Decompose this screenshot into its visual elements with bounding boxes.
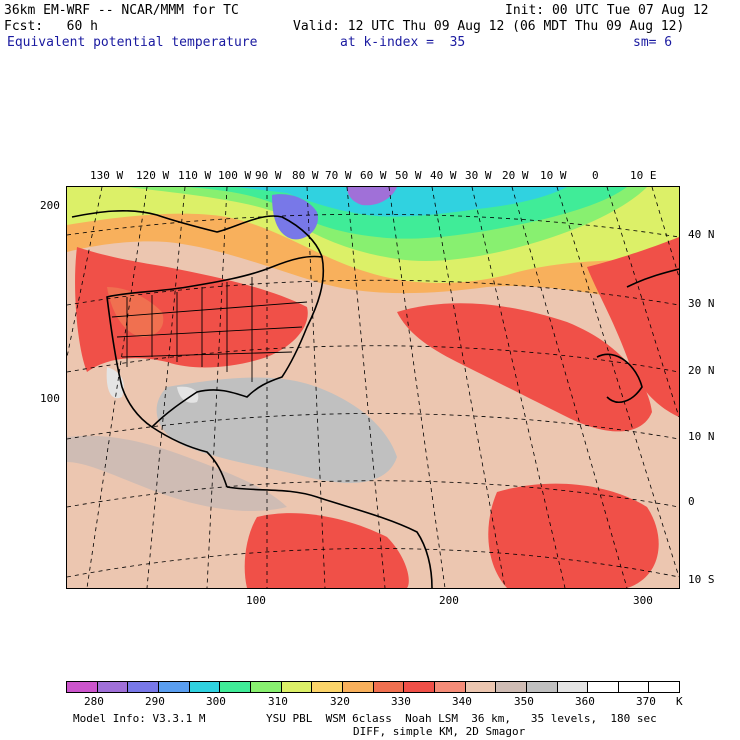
colorbar-swatch (618, 682, 650, 692)
colorbar-tick-label: 330 (391, 695, 411, 708)
colorbar-tick-label: 300 (206, 695, 226, 708)
theta-e-map (66, 186, 680, 589)
grid-x-label-200: 200 (439, 594, 459, 607)
colorbar-swatch (220, 682, 251, 692)
field-south-america-warm (244, 513, 409, 588)
colorbar-swatch (557, 682, 589, 692)
longitude-label: 60 W (360, 169, 387, 182)
longitude-label: 100 W (218, 169, 252, 182)
smoothing: sm= 6 (633, 35, 673, 50)
longitude-label: 50 W (395, 169, 422, 182)
colorbar-swatch (67, 682, 98, 692)
latitude-label: 40 N (688, 228, 715, 241)
colorbar-swatch (588, 682, 619, 692)
longitude-label: 80 W (292, 169, 319, 182)
colorbar-swatch (312, 682, 343, 692)
physics-info: YSU PBL WSM 6class Noah LSM 36 km, 35 le… (266, 712, 657, 725)
field-us-warm (75, 247, 308, 372)
latitude-label: 20 N (688, 364, 715, 377)
longitude-label: 10 E (630, 169, 657, 182)
longitude-label: 30 W (465, 169, 492, 182)
field-africa-warm (587, 237, 679, 417)
grid-y-label-100: 100 (40, 392, 60, 405)
colorbar-swatch (189, 682, 221, 692)
colorbar-swatch (404, 682, 435, 692)
model-info: Model Info: V3.3.1 M (73, 712, 206, 725)
latitude-label: 10 N (688, 430, 715, 443)
colorbar-tick-label: 310 (268, 695, 288, 708)
colorbar-swatch (342, 682, 374, 692)
colorbar-tick-label: 350 (514, 695, 534, 708)
grid-x-label-300: 300 (633, 594, 653, 607)
colorbar-tick-label: 370 (636, 695, 656, 708)
map-canvas (67, 187, 679, 588)
colorbar-tick-label: 340 (452, 695, 472, 708)
field-band-300 (237, 187, 567, 217)
graticule (67, 187, 679, 588)
longitude-label: 0 (592, 169, 599, 182)
colorbar (66, 681, 680, 693)
longitude-label: 110 W (178, 169, 212, 182)
level-index: at k-index = 35 (340, 35, 466, 50)
forecast-hour: Fcst: 60 h (4, 19, 98, 34)
colorbar-swatch (496, 682, 527, 692)
field-us-core (107, 287, 164, 337)
colorbar-tick-label: 360 (575, 695, 595, 708)
colorbar-swatch (250, 682, 282, 692)
longitude-label: 90 W (255, 169, 282, 182)
diffusion-info: DIFF, simple KM, 2D Smagor (353, 725, 526, 738)
longitude-label: 130 W (90, 169, 124, 182)
colorbar-swatch (128, 682, 159, 692)
colorbar-swatch (649, 682, 680, 692)
colorbar-swatch (434, 682, 466, 692)
latitude-label: 10 S (688, 573, 715, 586)
state-borders (111, 277, 308, 382)
colorbar-swatch (97, 682, 129, 692)
colorbar-swatch (526, 682, 558, 692)
valid-time: Valid: 12 UTC Thu 09 Aug 12 (06 MDT Thu … (293, 19, 685, 34)
field-gulf-grey (156, 377, 397, 483)
grid-x-label-100: 100 (246, 594, 266, 607)
colorbar-tick-label: 320 (330, 695, 350, 708)
longitude-label: 40 W (430, 169, 457, 182)
field-name: Equivalent potential temperature (7, 35, 258, 50)
field-atlantic-warm (397, 303, 652, 432)
colorbar-tick-label: 280 (84, 695, 104, 708)
coastlines (71, 210, 679, 588)
field-hudson-low (272, 194, 318, 240)
init-time: Init: 00 UTC Tue 07 Aug 12 (505, 3, 709, 18)
colorbar-tick-label: 290 (145, 695, 165, 708)
longitude-label: 20 W (502, 169, 529, 182)
latitude-label: 0 (688, 495, 695, 508)
colorbar-swatch (373, 682, 405, 692)
longitude-label: 70 W (325, 169, 352, 182)
grid-y-label-200: 200 (40, 199, 60, 212)
longitude-label: 10 W (540, 169, 567, 182)
colorbar-swatch (281, 682, 313, 692)
colorbar-unit: K (676, 695, 683, 708)
model-title: 36km EM-WRF -- NCAR/MMM for TC (4, 3, 239, 18)
field-pacific-grey (67, 435, 287, 512)
field-south-atlantic-warm (488, 483, 659, 588)
field-gulf-white (177, 386, 199, 403)
colorbar-swatch (158, 682, 190, 692)
field-labrador-low (347, 187, 397, 206)
colorbar-swatch (465, 682, 497, 692)
latitude-label: 30 N (688, 297, 715, 310)
longitude-label: 120 W (136, 169, 170, 182)
